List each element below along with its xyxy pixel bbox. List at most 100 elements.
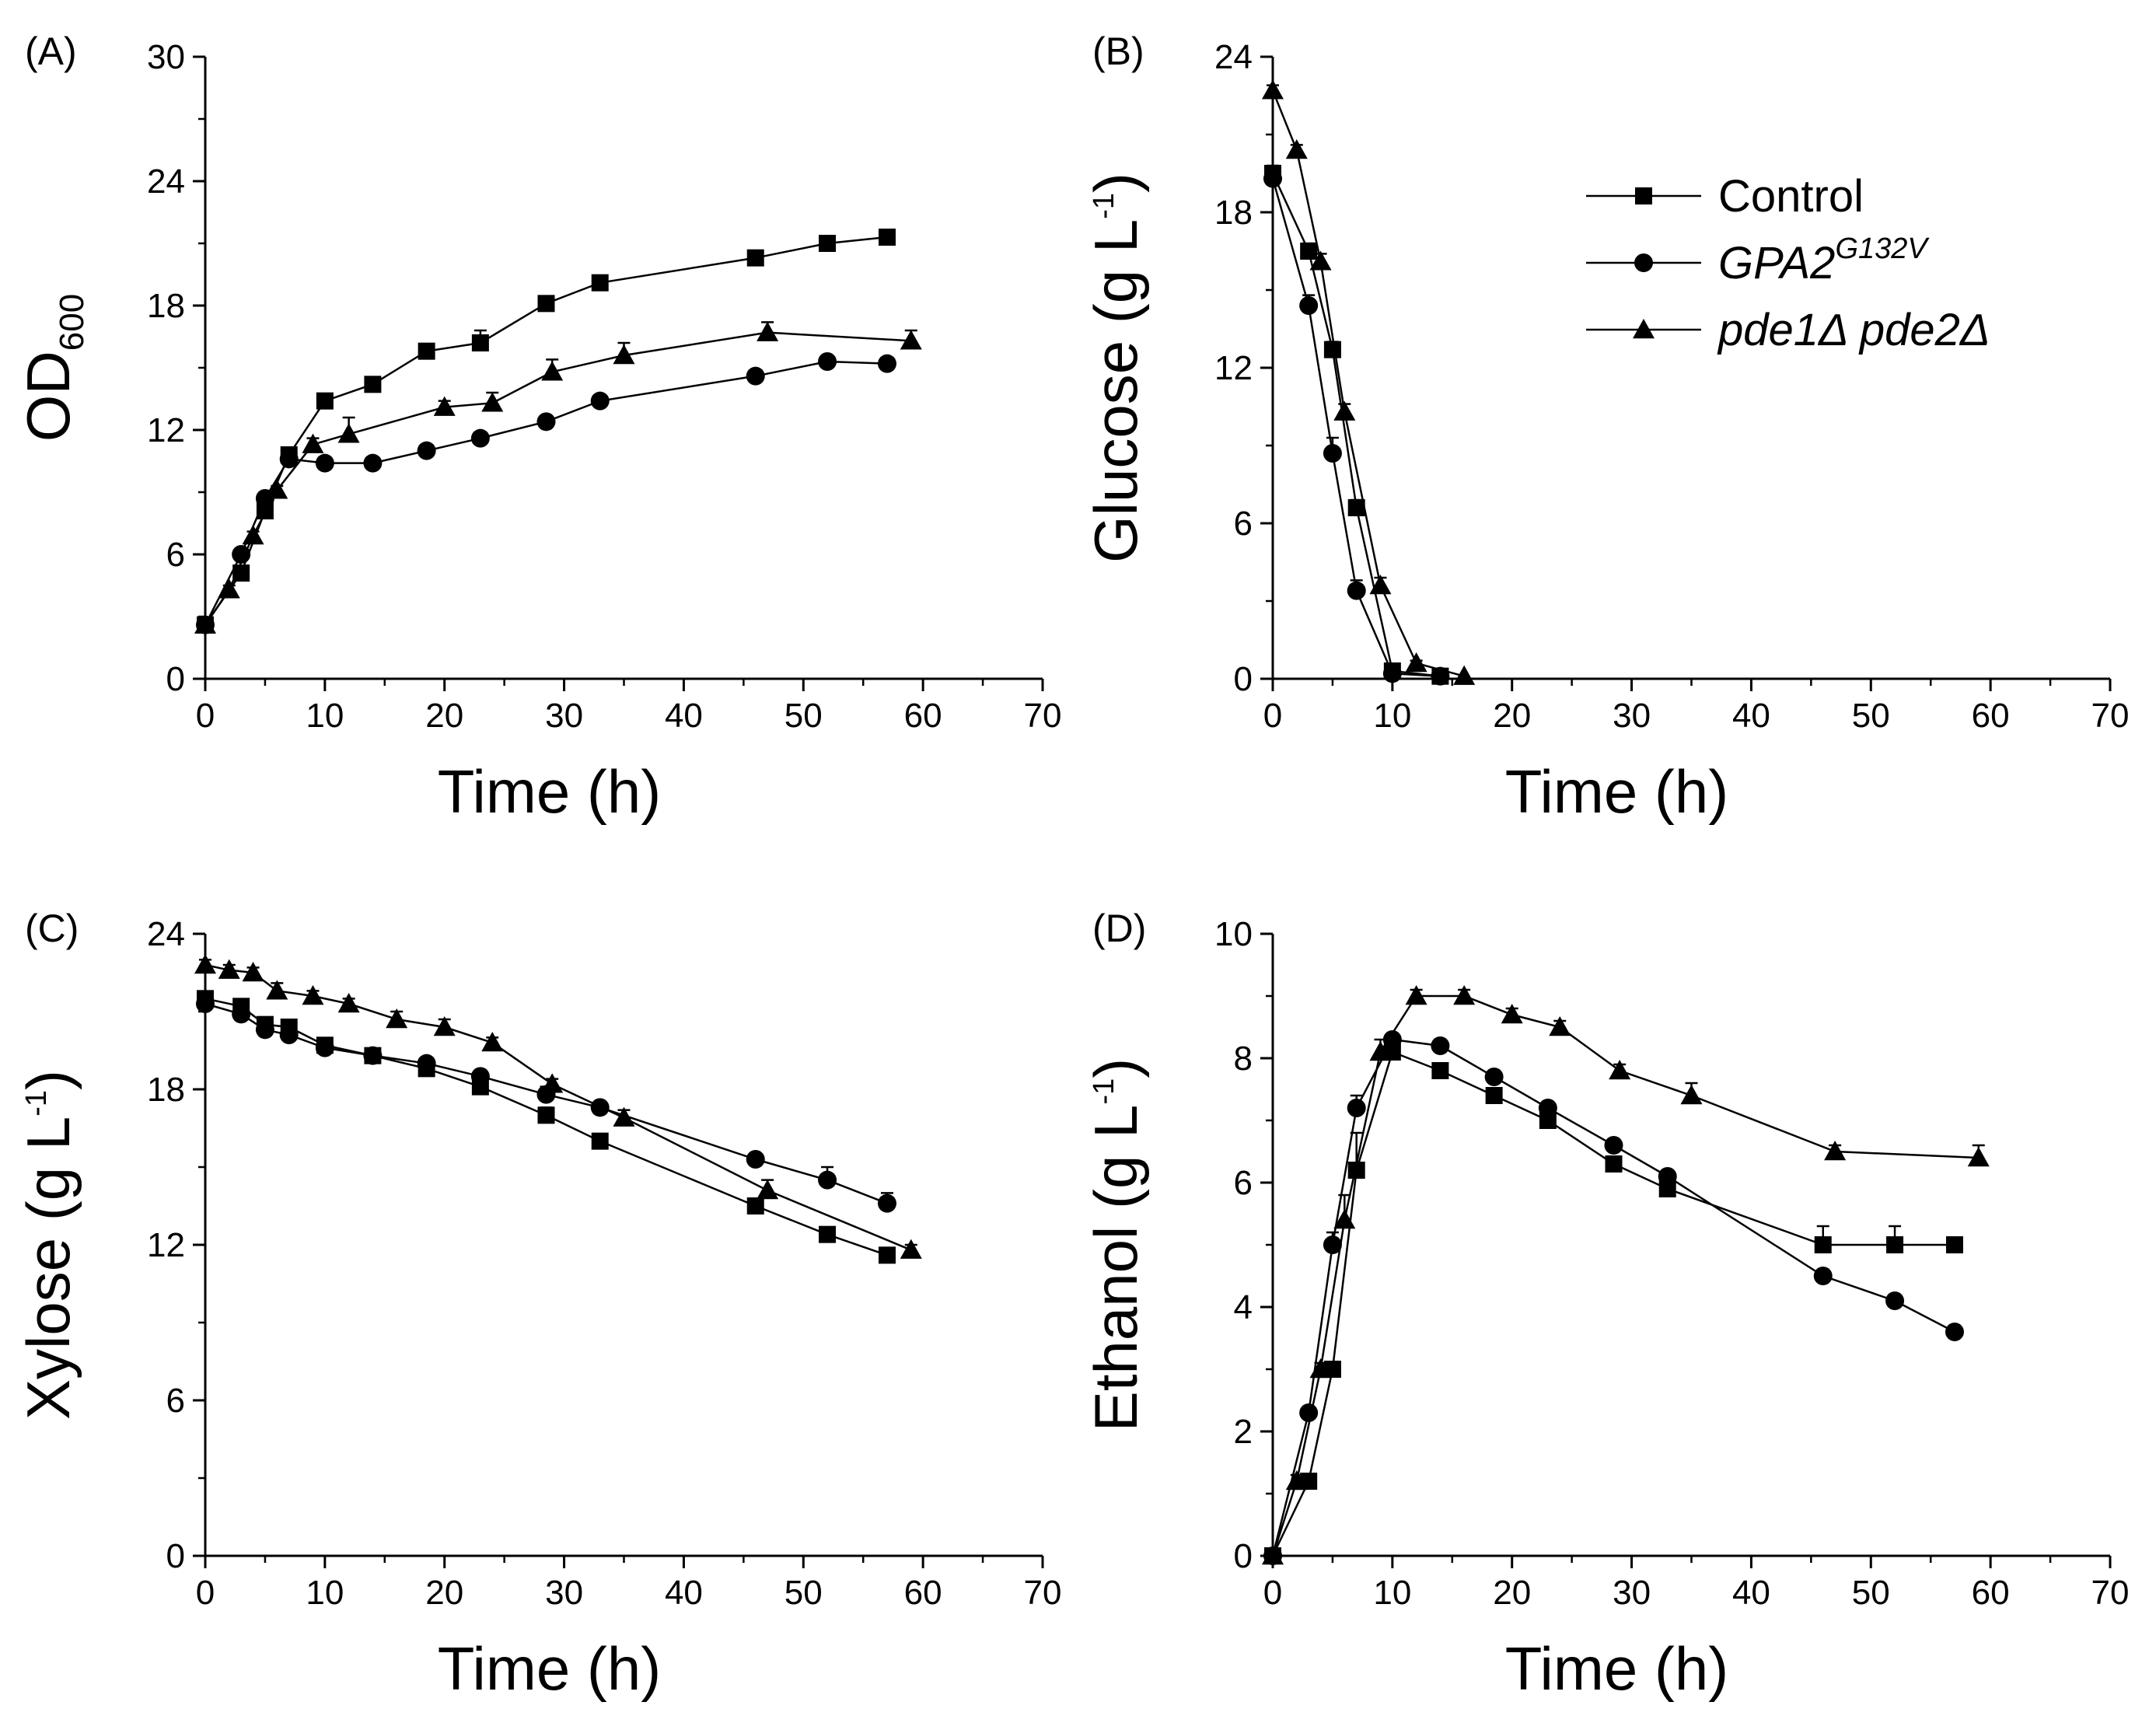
panel-A: 0 10 20 30 40 50 60 70 0 6 12 18 24 30 (A) Time (h) OD60… [14, 30, 1061, 826]
y-axis-title-main: OD [14, 351, 82, 442]
data-point [591, 274, 609, 292]
series-line [1271, 1050, 1955, 1557]
legend-marker [1635, 187, 1652, 204]
y-axis-title-superscript: -1 [20, 1090, 53, 1117]
series-line [1271, 1038, 1955, 1557]
y-tick-label: 0 [166, 660, 185, 698]
series-line [204, 331, 911, 626]
data-point [537, 295, 555, 313]
series-square [197, 990, 896, 1264]
data-point [417, 441, 436, 460]
data-point [232, 564, 250, 582]
y-tick-label: 6 [166, 536, 185, 574]
data-point [1886, 1236, 1904, 1253]
data-point [1309, 250, 1332, 271]
x-tick-label: 10 [1373, 697, 1411, 735]
x-tick-label: 50 [784, 697, 823, 735]
series-square [197, 229, 896, 634]
data-point [471, 334, 489, 351]
data-point [1549, 1016, 1571, 1036]
series-triangle [194, 954, 922, 1259]
x-tick-label: 30 [545, 697, 583, 735]
x-tick-label: 10 [306, 1574, 344, 1612]
data-point [386, 1008, 408, 1029]
data-point [1680, 1085, 1703, 1105]
data-point [1967, 1147, 1990, 1167]
series-square [1264, 1043, 1963, 1564]
y-tick-label: 12 [147, 411, 185, 449]
data-point [302, 985, 324, 1005]
data-point [1369, 575, 1392, 595]
data-point [315, 1038, 334, 1057]
data-point [746, 366, 765, 386]
data-point [1309, 1358, 1332, 1379]
data-point [1501, 1004, 1523, 1024]
data-point [877, 354, 896, 373]
data-point [363, 1046, 383, 1065]
panel-label: (A) [25, 30, 77, 73]
x-tick-label: 70 [1024, 1574, 1062, 1612]
y-tick-label: 24 [147, 163, 185, 201]
data-point [1333, 1209, 1356, 1229]
y-tick-label: 24 [147, 915, 185, 953]
x-axis-title: Time (h) [438, 757, 661, 826]
data-point [1431, 1036, 1450, 1055]
data-point [1323, 444, 1342, 463]
data-point [1945, 1236, 1963, 1253]
data-point [1262, 1545, 1284, 1565]
data-point [541, 361, 564, 381]
x-tick-label: 50 [1852, 1574, 1890, 1612]
y-axis-title-tail: ) [1081, 173, 1150, 193]
x-tick-label: 20 [1493, 1574, 1531, 1612]
data-point [1605, 1155, 1623, 1173]
series-circle [1263, 169, 1450, 686]
series-triangle [194, 321, 922, 634]
x-tick-label: 60 [904, 697, 942, 735]
x-tick-label: 40 [665, 697, 703, 735]
data-point [746, 1197, 764, 1214]
x-tick-label: 20 [1493, 697, 1531, 735]
data-point [1604, 1136, 1623, 1155]
x-tick-label: 0 [1263, 1574, 1282, 1612]
legend-label: GPA2G132V [1718, 232, 1930, 288]
data-point [818, 352, 837, 371]
y-tick-label: 18 [147, 1071, 185, 1109]
data-point [242, 962, 264, 982]
data-point [590, 391, 610, 411]
series-circle [1263, 1030, 1964, 1565]
series-triangle [1262, 79, 1476, 685]
panel-C: 0 10 20 30 40 50 60 70 0 6 12 18 24 (C) Time (h) Xylose… [14, 907, 1061, 1703]
x-tick-label: 20 [425, 697, 463, 735]
data-point [1945, 1323, 1964, 1341]
data-point [613, 344, 635, 365]
series-line [1271, 173, 1441, 677]
series-line [204, 963, 912, 1251]
data-point [1333, 400, 1356, 421]
data-point [196, 994, 215, 1013]
data-point [218, 959, 240, 979]
legend-marker [1634, 253, 1653, 272]
legend-label-superscript: G132V [1835, 232, 1930, 265]
data-point [1347, 1162, 1365, 1179]
data-point [878, 229, 896, 246]
y-tick-label: 0 [1234, 660, 1253, 698]
y-tick-label: 18 [147, 287, 185, 325]
data-point [1814, 1236, 1832, 1253]
y-axis-title-superscript: -1 [1088, 193, 1120, 219]
y-axis-title: Ethanol (g L-1) [1081, 1058, 1150, 1431]
legend-item-control: Control [1586, 171, 1864, 222]
data-point [194, 954, 216, 974]
data-point [1813, 1267, 1833, 1285]
data-point [302, 433, 324, 453]
y-axis-title: Xylose (g L-1) [14, 1070, 82, 1420]
x-tick-label: 40 [1732, 1574, 1770, 1612]
y-tick-label: 6 [1234, 505, 1253, 543]
data-point [900, 330, 922, 350]
data-point [1658, 1167, 1677, 1186]
data-point [1609, 1060, 1631, 1080]
x-tick-label: 60 [904, 1574, 942, 1612]
x-tick-label: 10 [306, 697, 344, 735]
data-point [819, 235, 837, 252]
y-tick-label: 30 [147, 38, 185, 76]
